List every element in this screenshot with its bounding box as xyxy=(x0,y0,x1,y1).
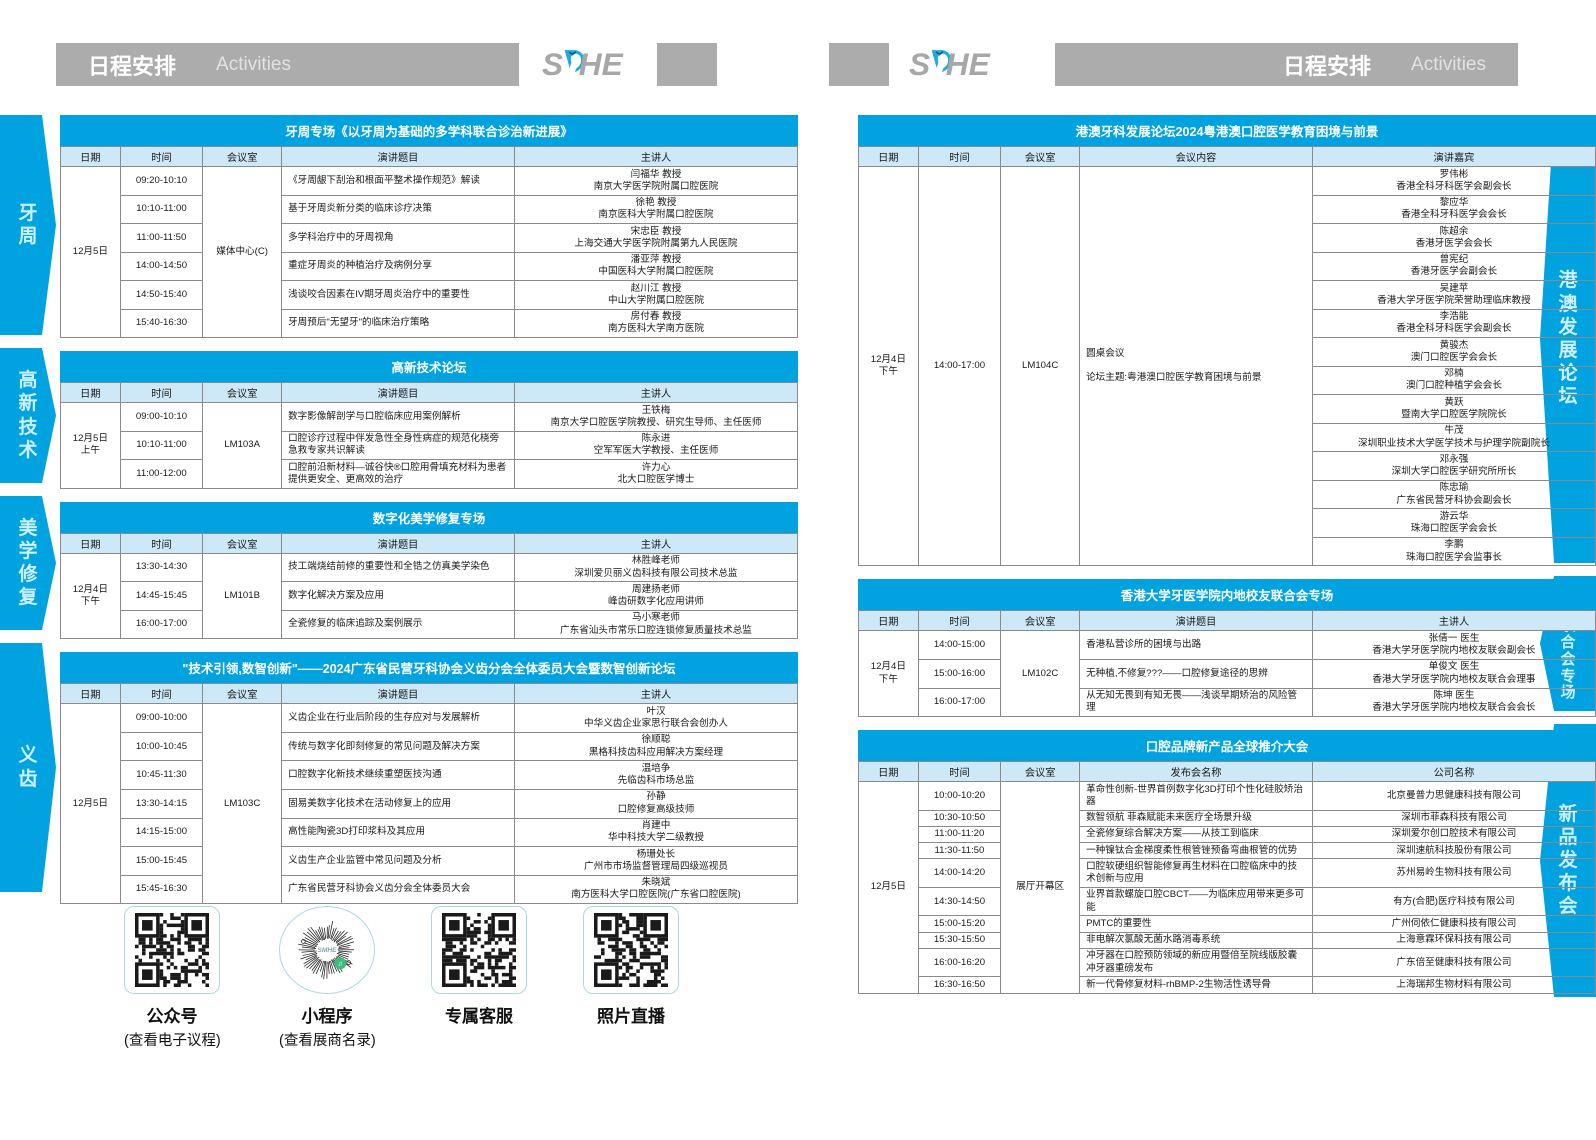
svg-text:S: S xyxy=(542,46,563,82)
svg-text:S: S xyxy=(909,46,930,82)
svg-text:HE: HE xyxy=(579,46,624,82)
svg-text:HE: HE xyxy=(946,46,991,82)
svg-text:SMHE: SMHE xyxy=(317,947,337,954)
svg-text:♫: ♫ xyxy=(338,961,343,968)
